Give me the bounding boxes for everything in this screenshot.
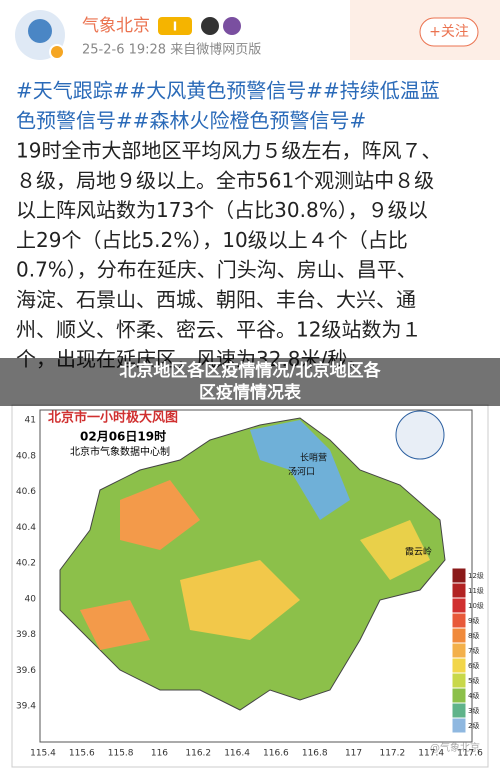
map-title: 北京市一小时极大风图 (48, 410, 178, 426)
overlay-text: 区疫情情况表 (199, 382, 302, 403)
post-line: 0.7%），分布在延庆、门头沟、房山、昌平、 (16, 258, 417, 282)
legend-label: 9级 (468, 616, 479, 625)
place-label: 长哨营 (300, 452, 327, 464)
legend-swatch (451, 657, 467, 674)
watermark: @气象北京 (430, 741, 480, 754)
panda-icon (201, 17, 219, 35)
legend-label: 6级 (468, 661, 479, 670)
map-x-label: 116.6 (263, 749, 289, 759)
map-zone (120, 480, 200, 550)
map-x-label: 117.4 (418, 749, 444, 759)
verified-icon (49, 44, 65, 60)
map-y-label: 40.4 (16, 523, 36, 533)
map-x-label: 115.8 (108, 749, 134, 759)
map-zone (250, 420, 350, 520)
legend-swatch (451, 567, 467, 584)
hashtag-line: 色预警信号##森林火险橙色预警信号# (16, 109, 366, 133)
map-x-label: 115.4 (30, 749, 56, 759)
map-y-label: 39.6 (16, 666, 36, 676)
legend-label: 12级 (468, 571, 484, 580)
post-line: 以上阵风站数为173个（占比30.8%），９级以 (16, 198, 428, 222)
legend-swatch (451, 687, 467, 704)
map-image: 北京市一小时极大风图 02月06日19时 北京市气象数据中心制 @气象北京 41… (11, 404, 489, 768)
map-x-label: 116.2 (185, 749, 211, 759)
legend-swatch (451, 717, 467, 734)
map-y-label: 39.4 (16, 702, 36, 712)
post-line: 州、顺义、怀柔、密云、平谷。12级站数为１ (16, 317, 421, 341)
map-y-label: 40.8 (16, 451, 36, 461)
legend-swatch (451, 642, 467, 659)
level-badge (158, 17, 192, 35)
map-y-label: 39.8 (16, 630, 36, 640)
legend-label: 7级 (468, 646, 479, 655)
user-name: 气象北京 (82, 16, 150, 36)
legend-label: 10级 (468, 601, 484, 610)
map-x-label: 115.6 (69, 749, 95, 759)
place-label: 汤河口 (288, 466, 315, 478)
map-zone (360, 520, 430, 580)
legend-label: 3级 (468, 706, 479, 715)
agency-logo (395, 410, 445, 460)
map-zone (80, 600, 150, 650)
map-time: 02月06日19时 (80, 429, 166, 444)
post-line: 19时全市大部地区平均风力５级左右，阵风７、 (16, 139, 441, 163)
place-label: 霞云岭 (405, 546, 432, 558)
map-y-label: 40.2 (16, 559, 36, 569)
follow-button[interactable] (419, 17, 479, 47)
avatar-icon (28, 19, 52, 43)
map-y-label: 40.6 (16, 487, 36, 497)
legend-swatch (451, 612, 467, 629)
post-line: 上29个（占比5.2%），10级以上４个（占比 (16, 228, 408, 252)
legend-swatch (451, 597, 467, 614)
post-line: 海淀、石景山、西城、朝阳、丰台、大兴、通 (16, 288, 416, 312)
map-x-label: 116.8 (302, 749, 328, 759)
hashtag-line: #天气跟踪##大风黄色预警信号##持续低温蓝 (16, 79, 440, 103)
map-x-label: 117.2 (379, 749, 405, 759)
follow-text[interactable]: +关注 (429, 24, 469, 40)
map-source: 北京市气象数据中心制 (70, 445, 170, 458)
legend-swatch (451, 672, 467, 689)
legend-swatch (451, 702, 467, 719)
medal-icon (223, 17, 241, 35)
badge-text: I (173, 20, 177, 34)
post-line: ８级，局地９级以上。全市561个观测站中８级 (16, 168, 434, 192)
map-y-label: 40 (25, 594, 37, 604)
map-x-label: 117 (345, 749, 362, 759)
legend-swatch (451, 582, 467, 599)
overlay-bar (0, 358, 500, 406)
map-x-label: 116 (151, 749, 168, 759)
overlay-text: 北京地区各区疫情情况/北京地区各 (119, 360, 381, 381)
map-x-label: 116.4 (224, 749, 250, 759)
map-y-label: 41 (25, 416, 36, 426)
legend-label: 11级 (468, 586, 484, 595)
legend-label: 8级 (468, 631, 479, 640)
legend-label: 2级 (468, 721, 479, 730)
legend-label: 5级 (468, 676, 479, 685)
map-x-label: 117.6 (457, 749, 483, 759)
legend-swatch (451, 627, 467, 644)
legend-label: 4级 (468, 691, 479, 700)
post-meta: 25-2-6 19:28 来自微博网页版 (82, 43, 261, 58)
map-zone (180, 560, 300, 640)
